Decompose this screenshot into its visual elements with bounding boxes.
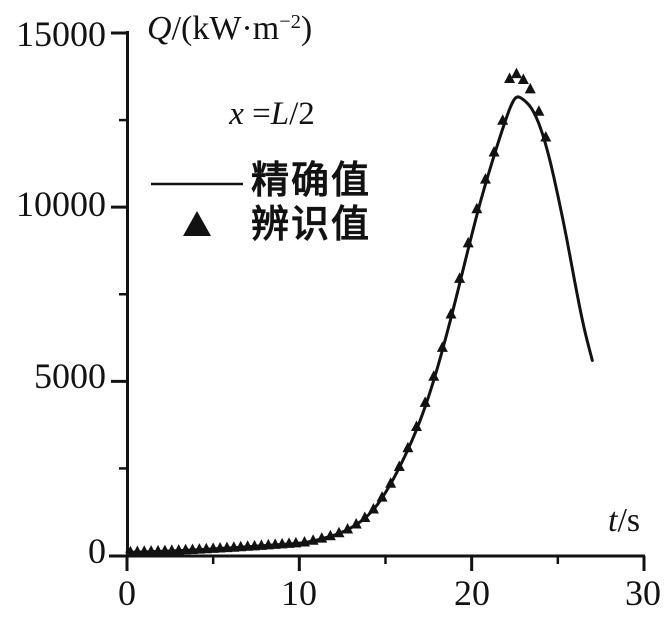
series-identified-value-marker: [411, 420, 423, 431]
series-identified-value-marker: [497, 114, 509, 125]
series-identified-value-marker: [367, 503, 379, 514]
annotation-denominator: /2: [289, 96, 315, 132]
series-identified-value-marker: [517, 73, 529, 85]
y-tick-label-15000: 15000: [16, 14, 106, 54]
series-identified-value-marker: [510, 67, 522, 79]
series-identified-value-marker: [488, 145, 500, 157]
y-tick-label-10000: 10000: [16, 184, 106, 224]
y-axis-variable: Q: [147, 10, 172, 47]
series-identified-value-marker: [471, 202, 483, 214]
y-tick-label-0: 0: [88, 531, 106, 571]
legend-label-identified-value: 辨识值: [251, 202, 372, 246]
series-identified-value-marker: [524, 82, 536, 94]
series-identified-value-marker: [359, 511, 371, 523]
series-identified-value-marker: [462, 236, 474, 248]
series-identified-value-marker: [479, 173, 491, 184]
series-identified-value-marker: [533, 105, 545, 116]
series-identified-value-marker: [445, 307, 457, 319]
series-identified-value-marker: [419, 396, 431, 407]
series-identified-value-marker: [540, 131, 552, 142]
series-identified-value-marker: [316, 532, 328, 543]
series-identified-value-marker: [436, 341, 448, 352]
x-tick-label-30: 30: [625, 573, 661, 613]
series-identified-value-marker: [324, 529, 336, 541]
series-identified-value-marker: [454, 272, 466, 283]
series-identified-value-marker: [350, 517, 362, 529]
series-identified-value-marker: [290, 536, 302, 548]
y-axis-unit-close: ): [300, 10, 313, 47]
x-axis-variable: t: [608, 502, 618, 539]
series-identified-value-marker: [307, 534, 319, 545]
y-axis-unit-exponent: −2: [279, 10, 301, 33]
annotation-var-x: x: [229, 96, 244, 132]
series-identified-value-marker: [333, 526, 345, 538]
legend-label-exact-value: 精确值: [251, 158, 372, 202]
y-axis-title: Q/(kW·m−2): [147, 11, 312, 47]
annotation-x-equals-L-over-2: x =L/2: [172, 97, 372, 132]
x-axis-unit: /s: [617, 502, 641, 539]
series-identified-value-marker: [428, 370, 440, 381]
series-identified-value-marker: [342, 522, 354, 534]
annotation-equals: =: [243, 96, 271, 132]
series-identified-value-marker: [393, 460, 405, 472]
legend-triangle-swatch: [183, 211, 211, 236]
series-identified-value-marker: [385, 477, 397, 488]
x-axis-title: t/s: [608, 503, 640, 539]
series-identified-value-marker: [504, 72, 516, 83]
x-tick-label-10: 10: [281, 573, 317, 613]
series-identified-value-marker: [376, 491, 388, 502]
series-identified-value-marker: [402, 441, 414, 453]
y-tick-label-5000: 5000: [34, 356, 106, 396]
x-tick-label-20: 20: [454, 573, 490, 613]
y-axis-unit: /(kW·m: [171, 10, 280, 47]
series-identified-value-marker: [299, 536, 311, 547]
x-tick-label-0: 0: [118, 573, 136, 613]
annotation-var-L: L: [270, 96, 290, 132]
